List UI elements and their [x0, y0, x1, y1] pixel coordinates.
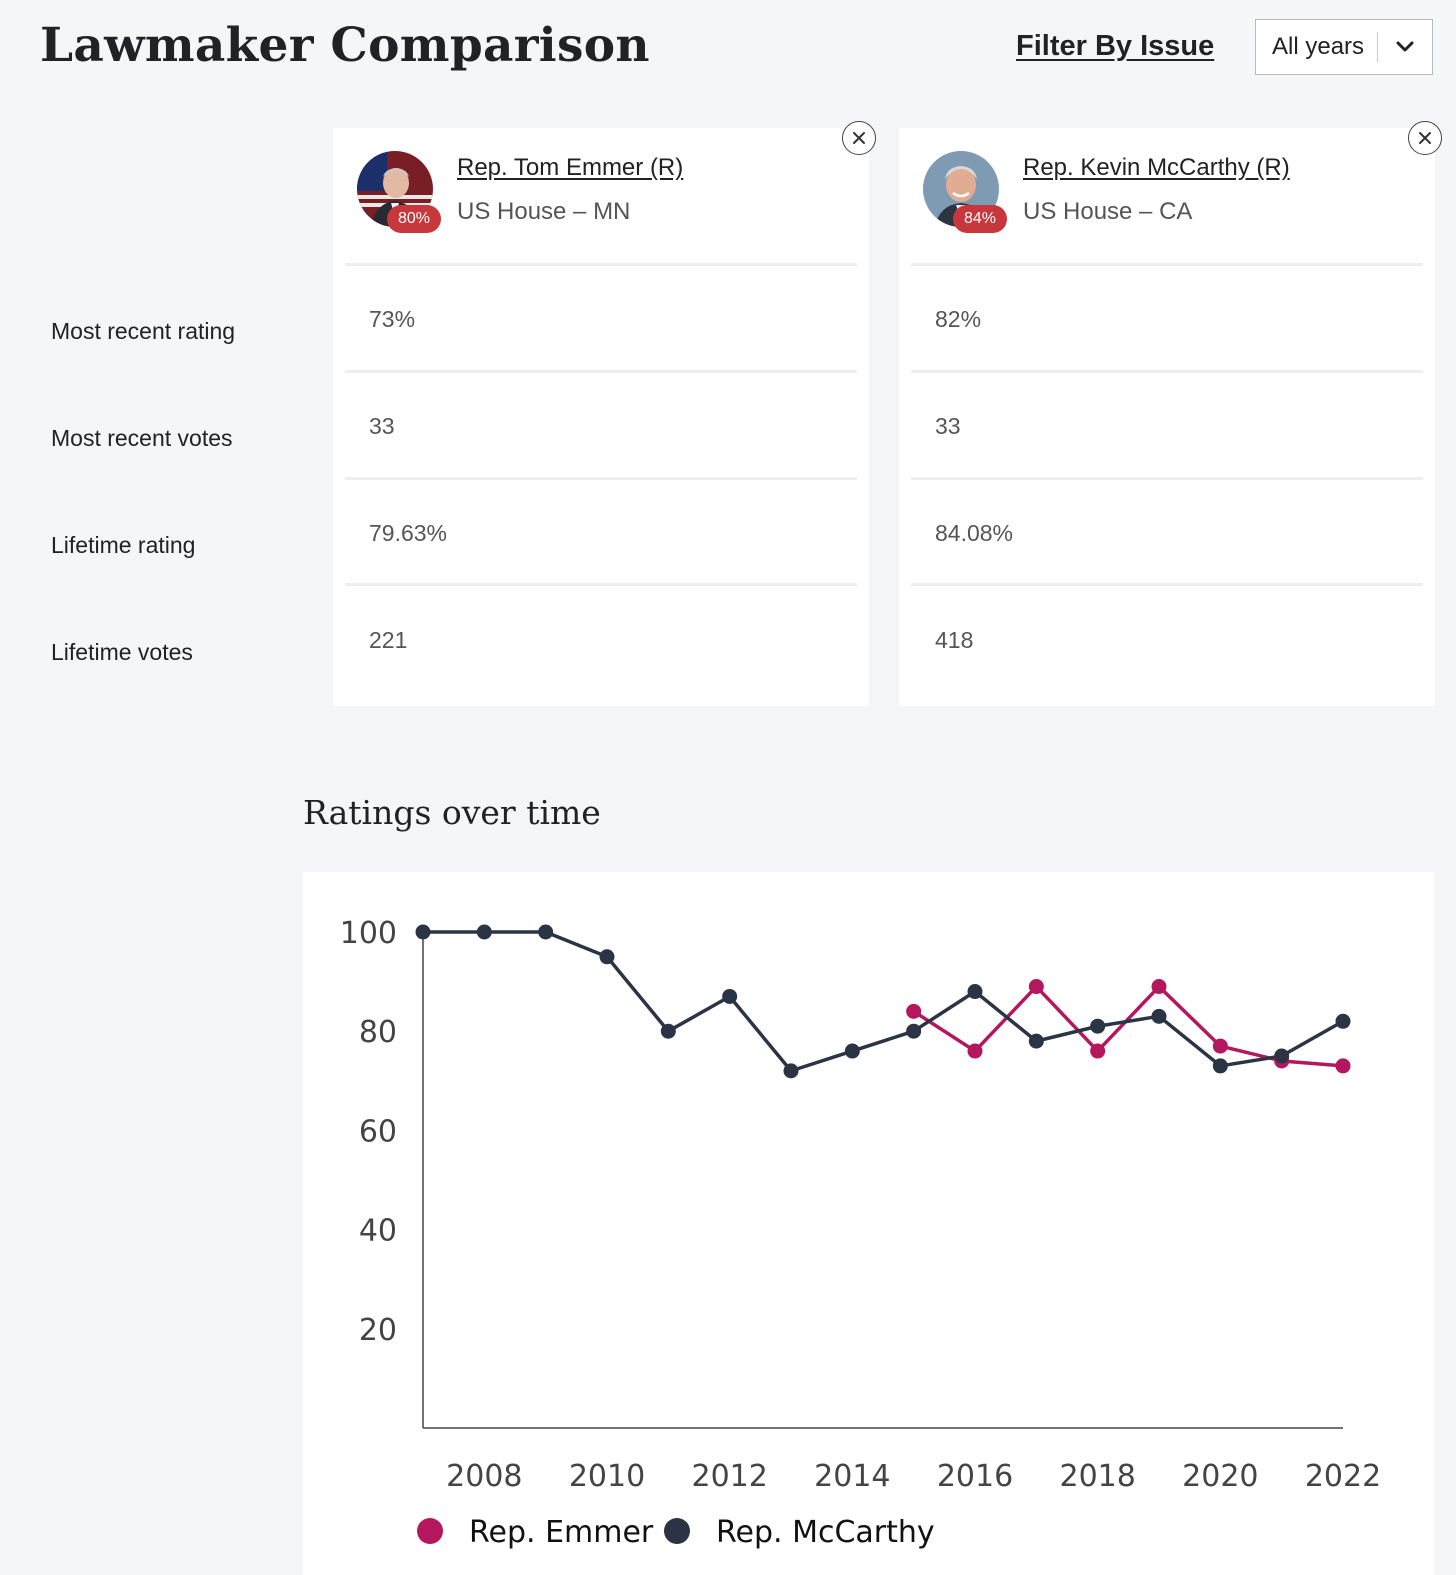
series-emmer-point [1335, 1058, 1351, 1074]
lawmaker-name-link[interactable]: Rep. Kevin McCarthy (R) [1023, 154, 1290, 181]
lawmaker-office: US House – CA [1023, 198, 1193, 225]
filter-by-issue-link[interactable]: Filter By Issue [1016, 30, 1215, 62]
y-tick-label: 100 [340, 916, 397, 951]
x-tick-label: 2012 [691, 1459, 767, 1494]
series-mccarthy-point [783, 1063, 799, 1079]
series-emmer-point [967, 1043, 983, 1059]
series-mccarthy-point [1090, 1018, 1106, 1034]
most-recent-rating-value: 82% [935, 306, 982, 332]
series-mccarthy-point [1028, 1033, 1044, 1049]
divider [345, 477, 857, 480]
series-emmer-point [906, 1003, 922, 1019]
y-tick-label: 60 [359, 1114, 397, 1149]
series-mccarthy-point [660, 1023, 676, 1039]
legend-marker-series-emmer [417, 1518, 443, 1544]
year-select-divider [1377, 32, 1378, 62]
divider [345, 370, 857, 373]
divider [345, 263, 857, 266]
series-mccarthy-point [722, 988, 738, 1004]
divider [911, 263, 1423, 266]
lifetime-rating-value: 79.63% [369, 520, 448, 546]
most-recent-votes-value: 33 [935, 413, 961, 439]
lawmaker-name-link[interactable]: Rep. Tom Emmer (R) [457, 154, 684, 181]
lawmaker-card-emmer: 80% Rep. Tom Emmer (R) US House – MN 73%… [333, 121, 876, 706]
series-mccarthy-point [476, 924, 492, 940]
x-tick-label: 2018 [1059, 1459, 1135, 1494]
series-mccarthy-point [1151, 1008, 1167, 1024]
legend-label-series-emmer: Rep. Emmer [469, 1515, 654, 1550]
close-icon[interactable] [842, 121, 876, 155]
row-label-most-recent-rating: Most recent rating [51, 318, 236, 344]
chart-heading: Ratings over time [303, 793, 601, 832]
y-tick-label: 80 [359, 1015, 397, 1050]
series-emmer-point [1090, 1043, 1106, 1059]
lawmaker-office: US House – MN [457, 198, 631, 225]
series-mccarthy-point [1335, 1013, 1351, 1029]
divider [911, 370, 1423, 373]
y-tick-label: 20 [359, 1313, 397, 1348]
ratings-chart: 20 40 60 80 100 2008 2010 2012 2014 2016 2018 2020 2… [303, 872, 1434, 1575]
series-emmer-point [1028, 979, 1044, 995]
x-tick-label: 2016 [937, 1459, 1013, 1494]
rating-badge: 84% [953, 205, 1007, 233]
lawmaker-card-mccarthy: 84% Rep. Kevin McCarthy (R) US House – C… [899, 121, 1442, 706]
x-tick-label: 2022 [1305, 1459, 1381, 1494]
year-select-value: All years [1272, 33, 1365, 60]
series-mccarthy-point [844, 1043, 860, 1059]
series-mccarthy-point [1274, 1048, 1290, 1064]
x-tick-label: 2008 [446, 1459, 522, 1494]
most-recent-rating-value: 73% [369, 306, 416, 332]
series-mccarthy-point [538, 924, 554, 940]
page-title: Lawmaker Comparison [40, 18, 650, 73]
ratings-chart-svg: 20 40 60 80 100 2008 2010 2012 2014 2016 2018 2020 2… [340, 916, 1381, 1550]
rating-badge: 80% [387, 205, 441, 233]
series-mccarthy-point [906, 1023, 922, 1039]
year-select[interactable]: All years [1255, 19, 1433, 75]
series-emmer-point [1151, 979, 1167, 995]
row-label-lifetime-rating: Lifetime rating [51, 532, 196, 558]
series-mccarthy-point [599, 949, 615, 965]
avatar [357, 151, 433, 227]
x-tick-label: 2014 [814, 1459, 890, 1494]
series-mccarthy-point [967, 984, 983, 1000]
lifetime-votes-value: 221 [369, 627, 408, 653]
series-mccarthy-point [1212, 1058, 1228, 1074]
series-mccarthy-point [415, 924, 431, 940]
legend-marker-series-mccarthy [664, 1518, 690, 1544]
lifetime-votes-value: 418 [935, 627, 974, 653]
x-tick-label: 2010 [569, 1459, 645, 1494]
row-label-most-recent-votes: Most recent votes [51, 425, 233, 451]
series-mccarthy-line [423, 930, 1344, 1073]
series-emmer-point [1212, 1038, 1228, 1054]
legend-label-series-mccarthy: Rep. McCarthy [716, 1515, 935, 1550]
divider [911, 477, 1423, 480]
divider [911, 583, 1423, 586]
chevron-down-icon[interactable] [1378, 40, 1432, 54]
lifetime-rating-value: 84.08% [935, 520, 1014, 546]
x-tick-label: 2020 [1182, 1459, 1258, 1494]
close-icon[interactable] [1408, 121, 1442, 155]
row-label-lifetime-votes: Lifetime votes [51, 639, 193, 665]
most-recent-votes-value: 33 [369, 413, 395, 439]
divider [345, 583, 857, 586]
y-tick-label: 40 [359, 1214, 397, 1249]
